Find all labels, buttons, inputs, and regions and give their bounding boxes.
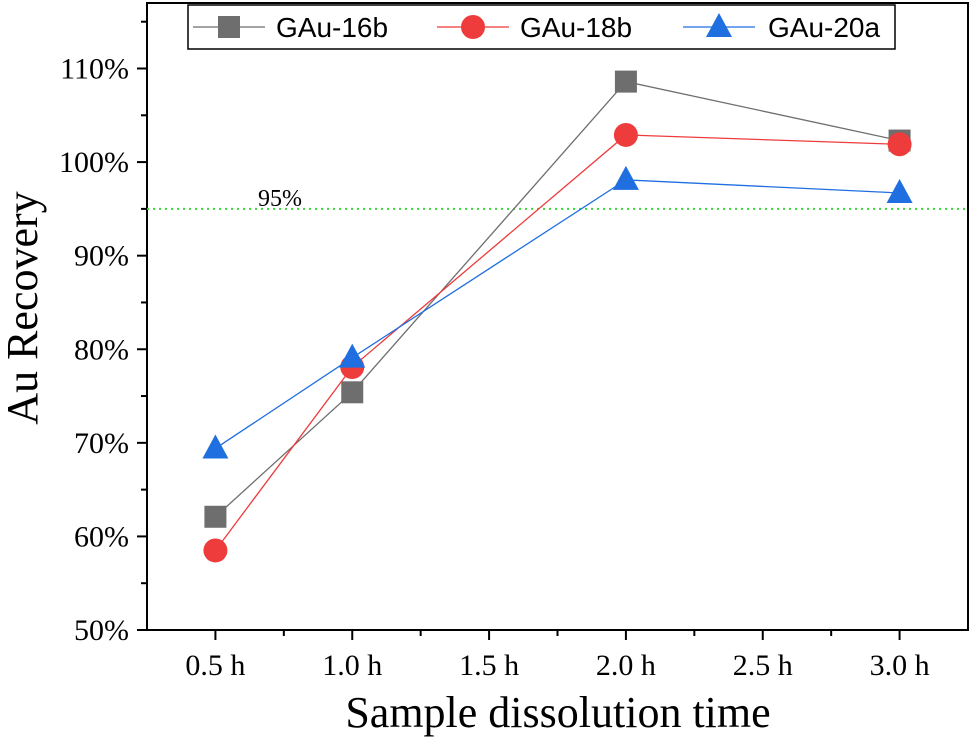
data-point <box>339 343 366 368</box>
reference-line-layer: 95% <box>147 186 968 212</box>
y-tick-label: 100% <box>59 146 129 179</box>
series-GAu-16b <box>204 70 911 528</box>
legend-marker <box>461 15 485 39</box>
data-point <box>341 381 364 404</box>
y-tick-label: 80% <box>74 333 129 366</box>
y-axis-title: Au Recovery <box>0 191 47 424</box>
y-tick-label: 110% <box>60 53 129 86</box>
plot-border <box>146 2 969 631</box>
legend-label: GAu-18b <box>520 12 632 43</box>
data-point <box>612 165 639 190</box>
series-layer <box>202 70 913 563</box>
series-line <box>215 179 900 449</box>
data-point <box>202 434 229 459</box>
x-tick-label: 0.5 h <box>185 649 245 682</box>
legend-marker <box>218 16 240 38</box>
x-tick-label: 2.5 h <box>733 649 793 682</box>
x-tick-label: 1.5 h <box>459 649 519 682</box>
legend-label: GAu-16b <box>276 12 388 43</box>
reference-line-label: 95% <box>258 186 302 212</box>
y-tick-label: 90% <box>74 240 129 273</box>
legend-marker <box>706 13 732 37</box>
plot-frame <box>146 2 969 631</box>
data-point <box>203 538 228 563</box>
y-tick-label: 60% <box>74 520 129 553</box>
data-point <box>886 178 913 203</box>
x-tick-label: 2.0 h <box>596 649 656 682</box>
data-point <box>887 132 912 157</box>
y-tick-label: 70% <box>74 427 129 460</box>
data-point <box>614 70 637 93</box>
data-point <box>613 122 638 147</box>
legend-label: GAu-20a <box>768 12 880 43</box>
data-point <box>204 505 227 528</box>
x-axis-title: Sample dissolution time <box>345 688 770 737</box>
legend-box <box>187 4 896 50</box>
axis-layer: 50% 60% 70% 80% 90% 100% 110% 0.5 h 1.0 h 1.5 h 2.… <box>59 20 930 682</box>
legend: GAu-16b GAu-18b GAu-20a <box>187 4 896 50</box>
series-line <box>214 134 900 551</box>
y-tick-label: 50% <box>74 614 129 647</box>
x-tick-label: 3.0 h <box>870 649 930 682</box>
series-GAu-20a <box>202 165 913 459</box>
x-tick-label: 1.0 h <box>322 649 382 682</box>
series-line <box>214 80 900 518</box>
